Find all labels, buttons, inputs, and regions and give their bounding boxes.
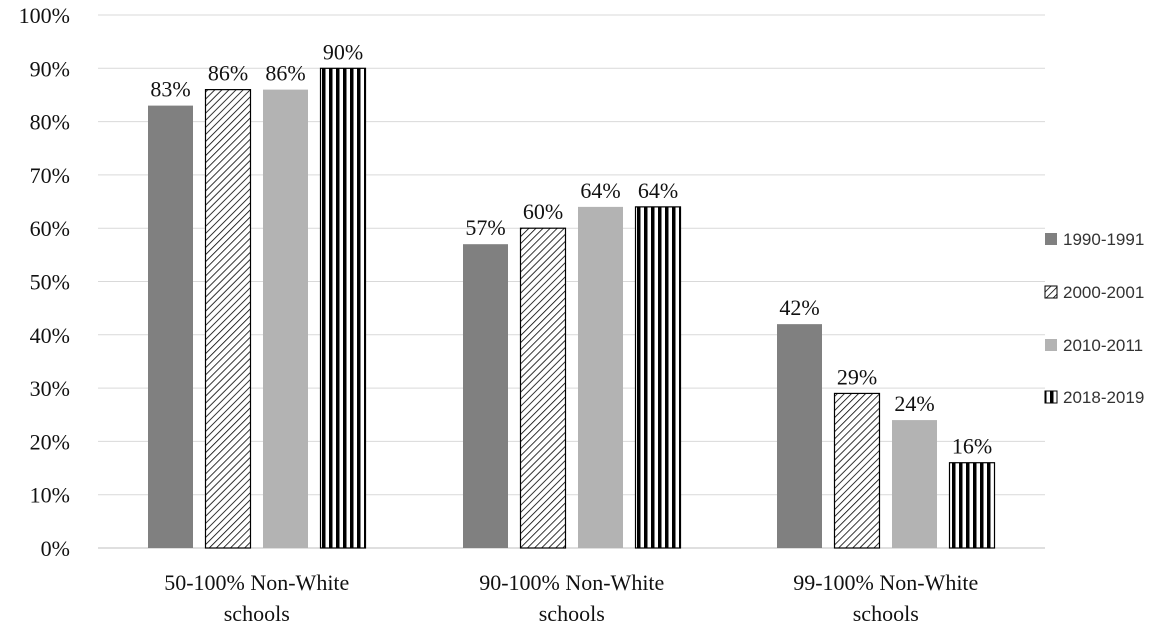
y-tick-label: 60% [30, 216, 70, 241]
y-tick-label: 80% [30, 110, 70, 135]
bar-2018-2019-2 [948, 462, 996, 549]
y-axis-ticks: 0% 10% 20% 30% 40% 50% 60% 70% 80% 90% 100% [19, 3, 70, 561]
bars [148, 67, 996, 549]
category-label: 90-100% Non-White [479, 570, 664, 595]
y-tick-label: 90% [30, 56, 70, 81]
bar-2010-2011-1 [578, 206, 623, 548]
bar-2018-2019-1 [634, 206, 682, 549]
data-label: 64% [638, 178, 678, 203]
category-label: schools [853, 601, 919, 626]
y-tick-label: 0% [41, 536, 70, 561]
legend-label: 1990-1991 [1063, 230, 1144, 249]
legend-swatch [1044, 285, 1058, 299]
bar-2018-2019-0 [319, 67, 367, 549]
data-label: 86% [265, 61, 305, 86]
bar-1990-1991-0 [148, 105, 193, 549]
bar-1990-1991-1 [463, 244, 508, 548]
legend-swatch [1045, 339, 1057, 351]
legend: 1990-1991 2000-2001 2010-2011 2018-2019 [1044, 230, 1144, 407]
data-label: 90% [323, 39, 363, 64]
bar-2010-2011-0 [263, 89, 308, 549]
legend-label: 2010-2011 [1063, 336, 1143, 355]
data-label: 42% [779, 295, 819, 320]
y-tick-label: 20% [30, 429, 70, 454]
gridlines [98, 14, 1045, 549]
y-tick-label: 100% [19, 3, 70, 28]
bar-2010-2011-2 [892, 420, 937, 548]
data-label: 57% [465, 215, 505, 240]
category-label: 50-100% Non-White [164, 570, 349, 595]
y-tick-label: 40% [30, 323, 70, 348]
data-labels: 83% 57% 42% 86% 60% 29% 86% 64% 24% 90% 64% 16% [150, 39, 992, 458]
data-label: 24% [894, 391, 934, 416]
bar-2000-2001-0 [204, 89, 252, 549]
data-label: 16% [952, 434, 992, 459]
data-label: 60% [523, 199, 563, 224]
data-label: 29% [837, 364, 877, 389]
bar-2000-2001-1 [519, 227, 567, 549]
data-label: 64% [580, 178, 620, 203]
x-axis-categories: 50-100% Non-White schools 90-100% Non-Whit… [164, 570, 978, 626]
legend-swatch [1045, 233, 1057, 245]
category-label: schools [224, 601, 290, 626]
legend-swatch [1044, 390, 1058, 404]
category-label: 99-100% Non-White [793, 570, 978, 595]
y-tick-label: 30% [30, 376, 70, 401]
category-label: schools [539, 601, 605, 626]
bar-2000-2001-2 [833, 392, 881, 549]
data-label: 86% [208, 61, 248, 86]
data-label: 83% [150, 77, 190, 102]
y-tick-label: 10% [30, 483, 70, 508]
bar-1990-1991-2 [777, 324, 822, 548]
legend-label: 2018-2019 [1063, 388, 1144, 407]
y-tick-label: 70% [30, 163, 70, 188]
legend-label: 2000-2001 [1063, 283, 1144, 302]
y-tick-label: 50% [30, 270, 70, 295]
